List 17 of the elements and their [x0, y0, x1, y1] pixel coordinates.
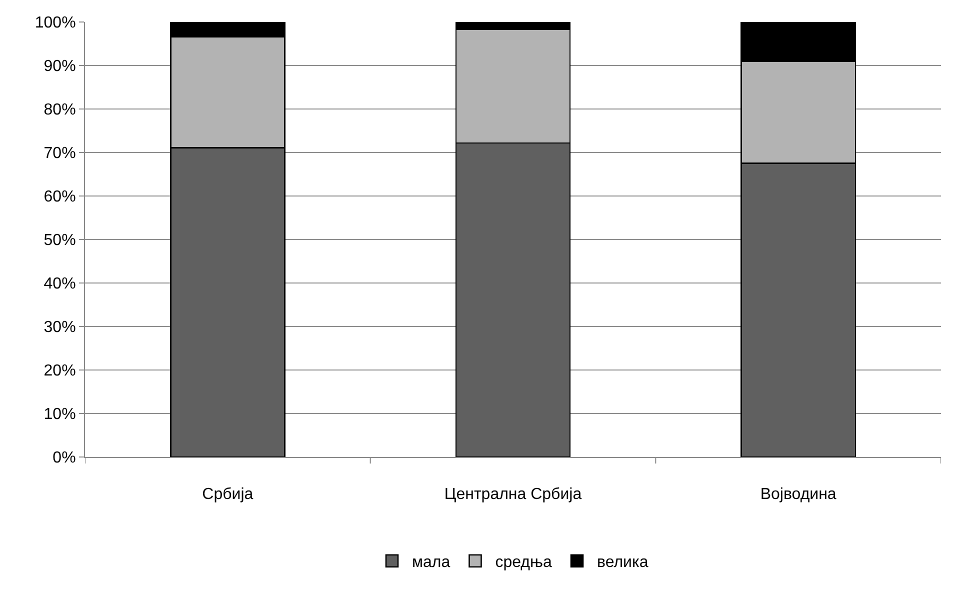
x-tick-label: Србија: [202, 486, 254, 504]
y-tick-label: 40%: [44, 276, 76, 293]
y-tick-label: 30%: [44, 319, 76, 336]
y-tick-label: 80%: [44, 102, 76, 119]
y-tick-label: 10%: [44, 406, 76, 424]
legend-label: средња: [495, 554, 552, 572]
y-tick-label: 20%: [44, 362, 76, 380]
x-tick-label: Војводина: [760, 486, 836, 504]
y-tick-label: 100%: [34, 14, 76, 32]
legend-label: мала: [412, 554, 450, 572]
y-tick-label: 0%: [52, 450, 76, 467]
y-tick-label: 90%: [44, 58, 76, 76]
legend-label: велика: [597, 554, 648, 572]
y-tick-label: 70%: [44, 145, 76, 162]
x-tick-label: Централна Србија: [444, 486, 582, 504]
y-tick-label: 50%: [44, 232, 76, 250]
y-tick-label: 60%: [44, 188, 76, 206]
